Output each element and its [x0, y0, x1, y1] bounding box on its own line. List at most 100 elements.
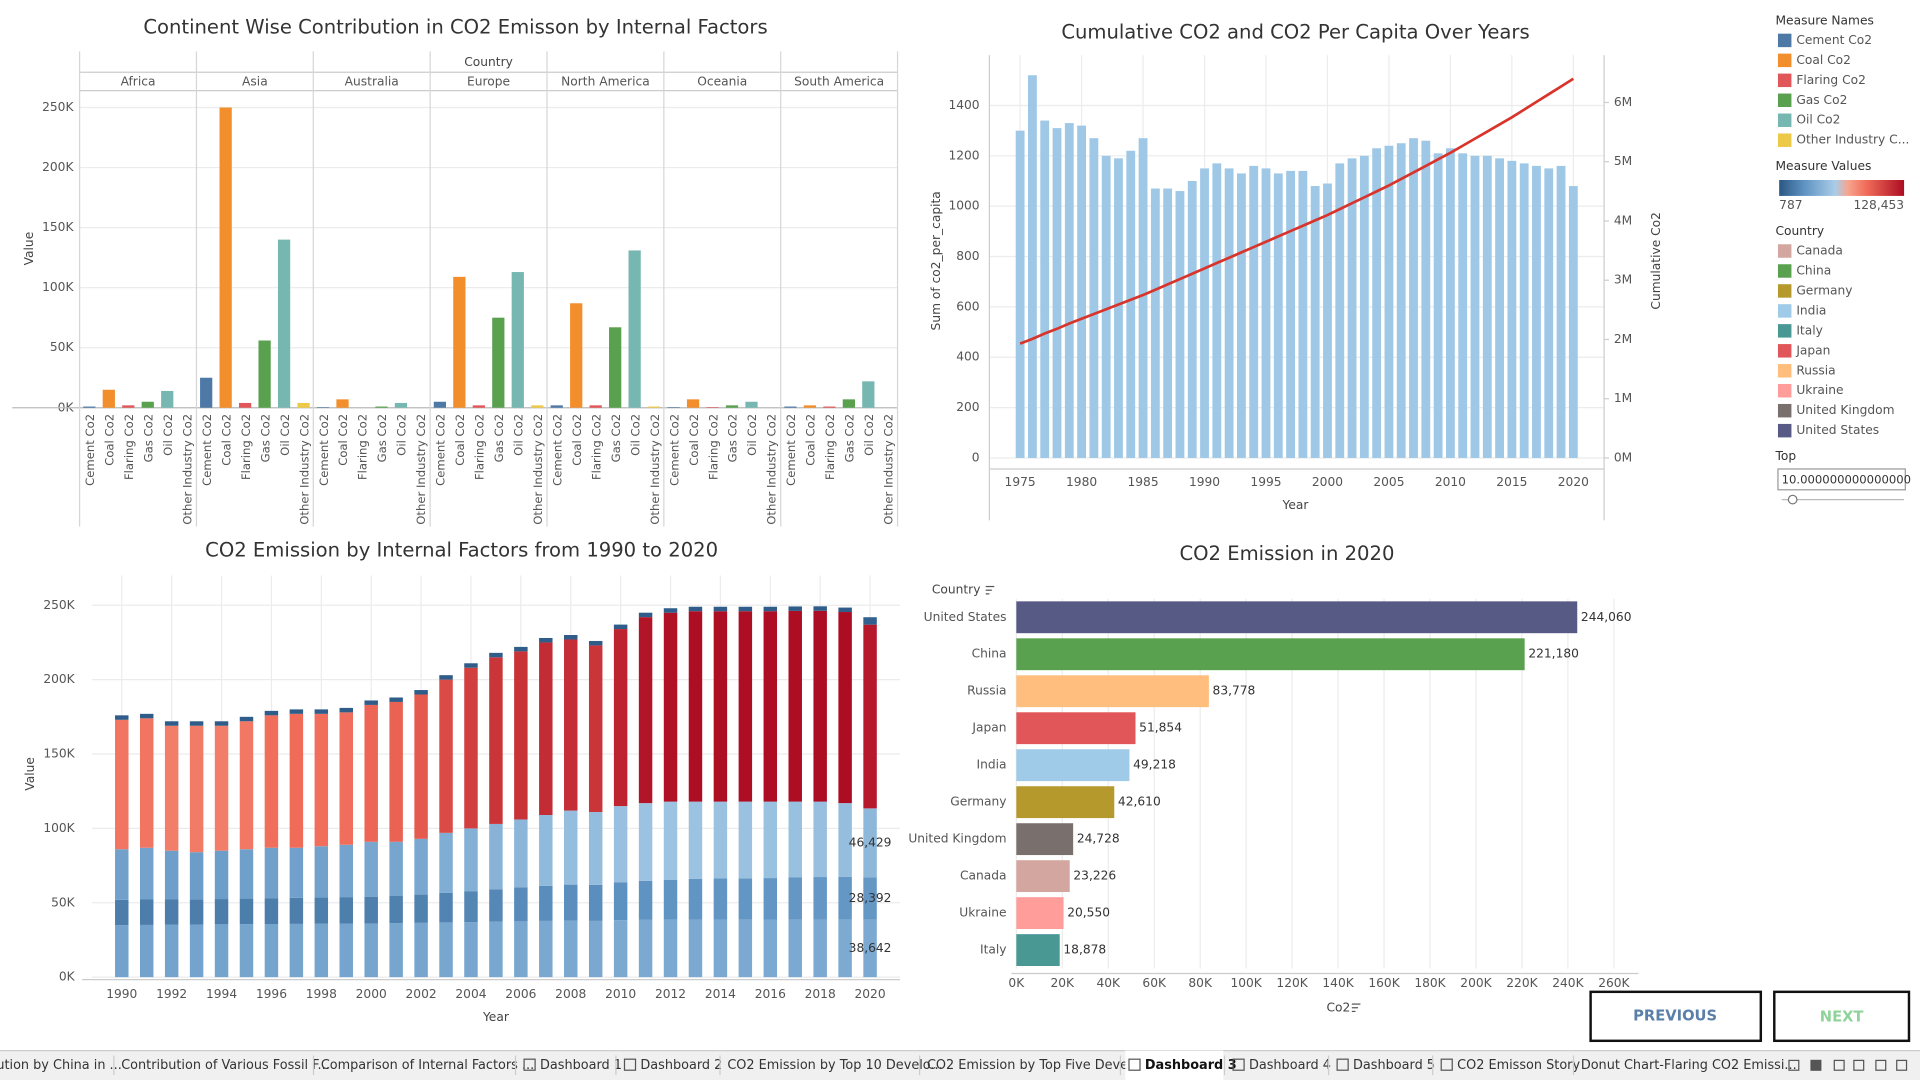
next-button[interactable]: [1773, 990, 1911, 1043]
factor-label: Coal Co2: [687, 414, 701, 466]
bar: [472, 405, 485, 408]
continent-label: Asia: [242, 75, 268, 89]
y-tick-label: China: [972, 647, 1007, 661]
factor-label: Flaring Co2: [823, 414, 837, 480]
tab[interactable]: Dashboard 5: [1353, 1058, 1435, 1073]
bar: [297, 402, 310, 408]
bar: [1261, 168, 1271, 458]
bar-segment: [164, 924, 179, 978]
bar-segment: [289, 713, 304, 848]
factor-label: Cement Co2: [317, 414, 331, 486]
bar: [550, 405, 563, 408]
bar-segment: [763, 606, 778, 612]
x-tick-label: 160K: [1368, 976, 1400, 990]
y-tick-label: 200K: [42, 160, 74, 174]
top-input-text[interactable]: 10.000000000000000: [1782, 473, 1911, 487]
tab-nav-icon[interactable]: [1788, 1059, 1800, 1071]
factor-label: Other Industry Co2: [882, 414, 896, 525]
tab[interactable]: CO2 Emission by Top 10 Develo...: [727, 1058, 942, 1073]
legend-swatch: [1777, 244, 1792, 258]
previous-button[interactable]: [1589, 990, 1763, 1043]
factor-label: Flaring Co2: [473, 414, 487, 480]
data-label: 221,180: [1528, 647, 1579, 661]
x-tick-label: 2000: [1312, 475, 1343, 489]
bar-segment: [389, 701, 403, 842]
bar-segment: [464, 891, 478, 923]
x-tick-label: 0K: [1008, 976, 1025, 990]
y-tick-label: 1200: [948, 148, 979, 162]
top-input[interactable]: [1777, 468, 1906, 491]
bar-segment: [364, 700, 378, 705]
tab[interactable]: Donut Chart-Flaring CO2 Emissi...: [1581, 1058, 1797, 1073]
bar: [1446, 148, 1455, 458]
next-button-label[interactable]: NEXT: [1820, 1009, 1864, 1026]
bar-segment: [763, 611, 778, 802]
tab[interactable]: ution by China in ...: [0, 1058, 122, 1073]
tab-nav-icon[interactable]: [1810, 1059, 1822, 1071]
bar: [219, 107, 232, 408]
legend-swatch: [1777, 133, 1792, 147]
data-label: 18,878: [1063, 943, 1106, 957]
tab-nav-icon[interactable]: [1853, 1059, 1865, 1071]
tab[interactable]: Dashboard 3: [1145, 1058, 1237, 1073]
bar-segment: [339, 707, 353, 713]
bar: [1298, 170, 1308, 458]
bar-segment: [763, 919, 778, 978]
data-label: 46,429: [849, 835, 892, 849]
bar: [1347, 158, 1357, 458]
bar: [1286, 170, 1295, 458]
factor-label: Other Industry Co2: [414, 414, 428, 525]
legend-label: Gas Co2: [1796, 93, 1847, 107]
tab[interactable]: Dashboard 2: [640, 1058, 722, 1073]
bar: [686, 399, 700, 408]
tab[interactable]: Dashboard 4: [1249, 1058, 1331, 1073]
x-tick-label: 1992: [156, 987, 187, 1001]
bar-segment: [414, 838, 428, 895]
bar-segment: [414, 694, 428, 839]
chart-title: CO2 Emission by Internal Factors from 19…: [205, 539, 718, 562]
y2-tick-label: 5M: [1614, 154, 1632, 168]
bar-segment: [489, 823, 503, 890]
continent-label: Africa: [121, 75, 156, 89]
tab[interactable]: CO2 Emission by Top Five Devel...: [927, 1058, 1144, 1073]
bar: [1187, 180, 1197, 458]
tab[interactable]: Dashboard 1: [540, 1058, 622, 1073]
bar: [1015, 130, 1025, 458]
bar: [122, 405, 135, 408]
bar: [1016, 712, 1136, 745]
y-tick-label: United States: [924, 610, 1007, 624]
legend-swatch: [1777, 73, 1792, 88]
continent-label: South America: [794, 75, 884, 89]
bar-segment: [763, 801, 778, 879]
bar-segment: [863, 919, 877, 978]
legend-label: Coal Co2: [1796, 53, 1851, 67]
bar-segment: [838, 803, 852, 877]
bar: [745, 401, 758, 408]
factor-label: Gas Co2: [609, 414, 623, 463]
tab-nav-icon[interactable]: [1896, 1059, 1908, 1071]
x-tick-label: 260K: [1598, 976, 1630, 990]
bar: [1016, 601, 1578, 634]
tab-nav-icon[interactable]: [1875, 1059, 1887, 1071]
tab[interactable]: Comparison of Internal Factors ...: [321, 1058, 534, 1073]
bar-segment: [738, 611, 753, 802]
bar: [1458, 153, 1468, 458]
bar-segment: [414, 894, 428, 923]
previous-button-label[interactable]: PREVIOUS: [1633, 1007, 1717, 1024]
x-tick-label: 240K: [1552, 976, 1584, 990]
tab-nav-icon[interactable]: [1833, 1059, 1845, 1071]
tab[interactable]: CO2 Emisson Story: [1457, 1058, 1580, 1073]
bar: [1016, 823, 1074, 856]
y-axis-title: Value: [22, 232, 36, 266]
factor-label: Oil Co2: [745, 414, 759, 456]
bar-segment: [688, 611, 703, 802]
bar: [1200, 168, 1209, 458]
bar: [102, 389, 115, 408]
data-label: 49,218: [1133, 758, 1176, 772]
tab[interactable]: Contribution of Various Fossil F...: [121, 1058, 330, 1073]
slider-thumb[interactable]: [1787, 494, 1798, 505]
bar-segment: [314, 897, 329, 924]
bar: [1237, 173, 1246, 458]
bar-segment: [638, 803, 653, 881]
factor-label: Flaring Co2: [706, 414, 720, 480]
